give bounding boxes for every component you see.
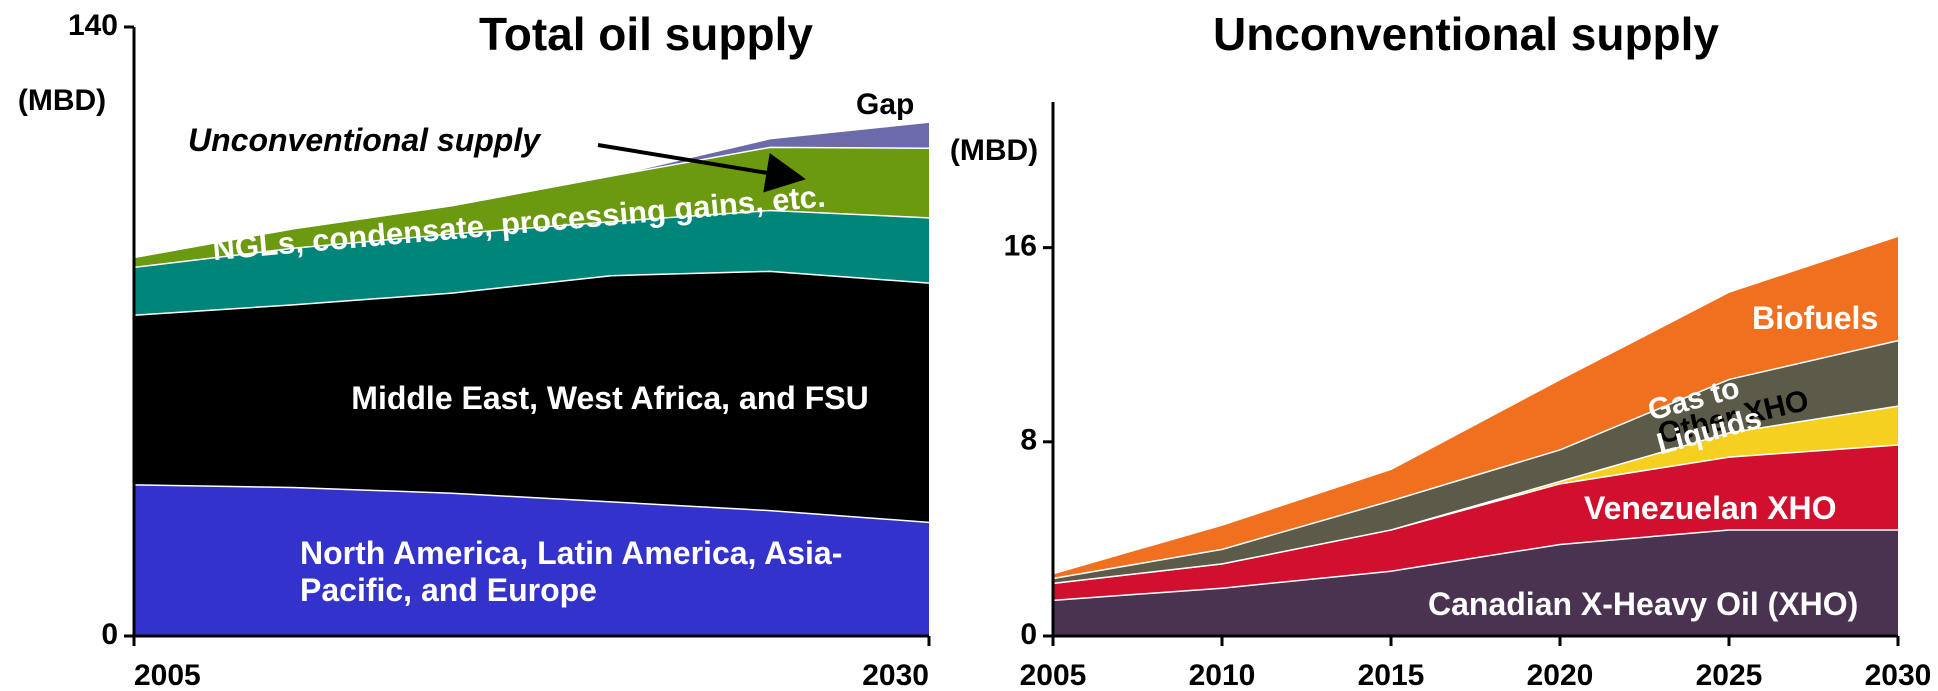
- x-tick-label: 2005: [134, 659, 201, 691]
- x-tick-label: 2010: [1189, 659, 1256, 691]
- chart-title: Unconventional supply: [1213, 8, 1719, 60]
- y-tick-label: 16: [1004, 230, 1037, 263]
- area: [1053, 235, 1898, 578]
- y-tick-label: 8: [1020, 424, 1037, 457]
- x-tick-label: 2005: [1020, 659, 1087, 691]
- series-label-box: Canadian X-Heavy Oil (XHO): [1428, 586, 1859, 622]
- area: [134, 121, 929, 257]
- series-label: Venezuelan XHO: [1584, 490, 1837, 526]
- y-tick-label: 0: [1020, 618, 1037, 651]
- series-label-box: Unconventional supply: [188, 122, 541, 158]
- area: [1053, 405, 1898, 583]
- series-label-box: Middle East, West Africa, and FSU: [351, 380, 869, 416]
- x-tick-label: 2030: [862, 659, 929, 691]
- series-label-box: Biofuels: [1752, 300, 1879, 336]
- annotation-arrow: [597, 143, 806, 193]
- series-label-box: Gap: [856, 88, 915, 121]
- area: [134, 209, 929, 315]
- area-edge: [1052, 234, 1899, 575]
- series-label: Gap: [856, 88, 915, 121]
- area: [1053, 339, 1898, 583]
- series-label: Biofuels: [1752, 300, 1879, 336]
- series-label-box: Venezuelan XHO: [1584, 490, 1837, 526]
- area: [134, 484, 929, 636]
- y-tick-label: 0: [101, 618, 118, 651]
- series-label: Canadian X-Heavy Oil (XHO): [1428, 586, 1859, 622]
- x-tick-label: 2015: [1358, 659, 1425, 691]
- chart-title: Total oil supply: [479, 8, 813, 60]
- x-tick-label: 2020: [1527, 659, 1594, 691]
- y-tick-label: 140: [68, 9, 118, 42]
- area: [134, 270, 929, 522]
- x-tick-label: 2025: [1696, 659, 1763, 691]
- y-axis-label: (MBD): [18, 84, 106, 117]
- series-label-box: North America, Latin America, Asia-Pacif…: [300, 535, 843, 608]
- area: [1053, 529, 1898, 636]
- series-label: North America, Latin America, Asia-Pacif…: [300, 535, 843, 608]
- y-axis-label: (MBD): [950, 134, 1038, 167]
- series-label: Unconventional supply: [188, 122, 541, 158]
- area-edge: [133, 119, 930, 259]
- x-tick-label: 2030: [1865, 659, 1932, 691]
- area: [1053, 444, 1898, 600]
- series-label: Middle East, West Africa, and FSU: [351, 380, 869, 416]
- area: [134, 146, 929, 267]
